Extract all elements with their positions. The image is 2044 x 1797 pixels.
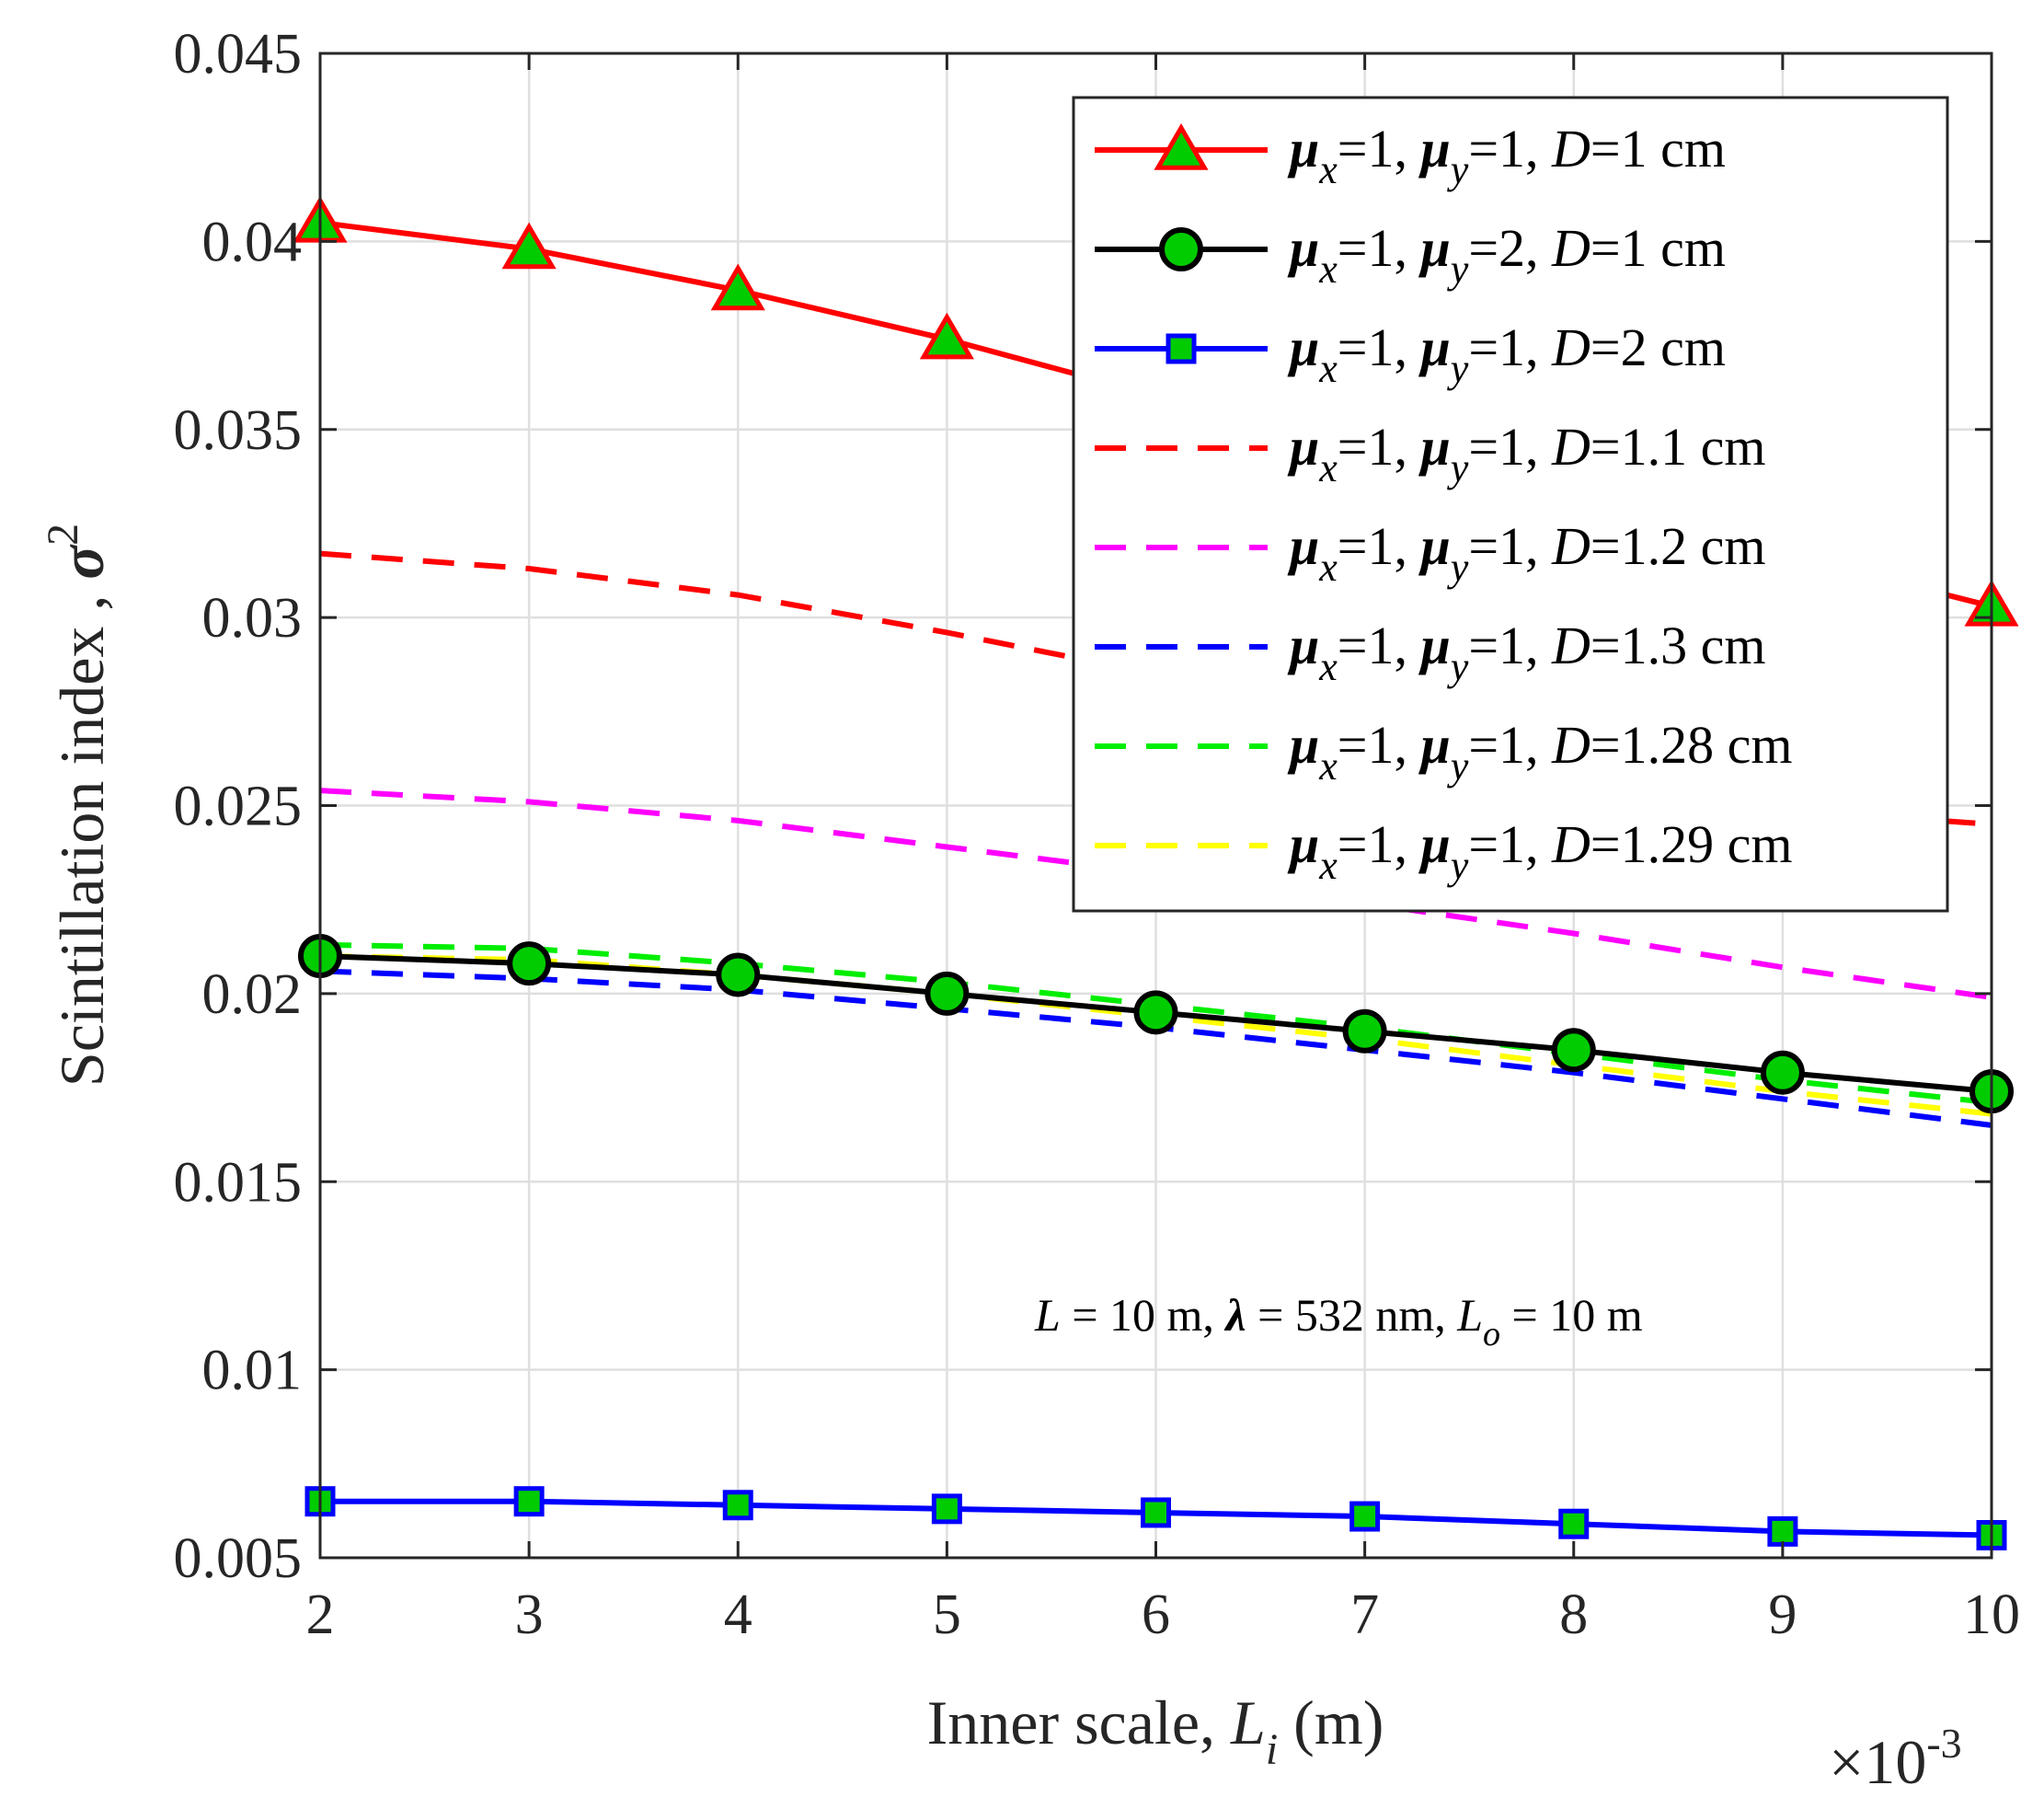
legend-label: μx=1, μy=2, D=1 cm (1287, 218, 1726, 292)
data-point-marker (722, 1490, 753, 1521)
y-tick-label: 0.005 (174, 1527, 303, 1590)
legend-label: μx=1, μy=1, D=1.3 cm (1287, 616, 1766, 689)
legend-label: μx=1, μy=1, D=1.2 cm (1287, 516, 1766, 590)
x-tick-label: 6 (1142, 1584, 1170, 1646)
y-tick-label: 0.025 (174, 776, 303, 838)
x-axis-multiplier: ×10-3 (1829, 1720, 1962, 1797)
x-tick-label: 10 (1963, 1584, 2020, 1646)
y-tick-label: 0.01 (202, 1340, 303, 1402)
x-tick-label: 9 (1768, 1584, 1797, 1646)
legend-label: μx=1, μy=1, D=2 cm (1287, 317, 1726, 391)
legend-marker (1166, 333, 1197, 364)
data-point-marker (513, 1486, 545, 1517)
x-tick-label: 5 (933, 1584, 961, 1646)
data-point-marker (1349, 1501, 1381, 1532)
data-point-marker (1558, 1508, 1590, 1539)
x-tick-label: 7 (1350, 1584, 1379, 1646)
y-tick-label: 0.035 (174, 399, 303, 462)
y-tick-label: 0.04 (202, 211, 303, 273)
x-tick-label: 8 (1559, 1584, 1588, 1646)
data-point-marker (507, 941, 552, 986)
data-point-marker (1133, 990, 1178, 1035)
y-tick-label: 0.03 (202, 587, 303, 650)
data-point-marker (1342, 1008, 1387, 1054)
axis-ticks: 2 3 4 5 6 7 8 9 10 0.005 0.01 0.015 0.02 0.025 0.03 0.0… (174, 23, 2021, 1646)
data-point-marker (710, 263, 765, 311)
data-point-marker (501, 222, 557, 270)
data-point-marker (716, 952, 761, 997)
x-tick-label: 3 (515, 1584, 544, 1646)
data-point-marker (1760, 1050, 1805, 1095)
data-point-marker (1767, 1515, 1798, 1547)
y-axis-title: Scintillation index , σ2 (39, 524, 117, 1087)
legend-label: μx=1, μy=1, D=1 cm (1287, 119, 1726, 192)
annotation-parameters: L = 10 m, λ = 532 nm, Lo = 10 m (1034, 1289, 1643, 1354)
legend-label: μx=1, μy=1, D=1.29 cm (1287, 814, 1793, 888)
legend-label: μx=1, μy=1, D=1.1 cm (1287, 417, 1766, 490)
y-tick-label: 0.015 (174, 1151, 303, 1214)
x-tick-label: 2 (306, 1584, 335, 1646)
x-tick-label: 4 (724, 1584, 752, 1646)
data-point-marker (1141, 1497, 1171, 1528)
data-point-marker (931, 1493, 962, 1525)
legend-box (1072, 96, 1949, 913)
data-point-marker (919, 312, 974, 360)
legend: μx=1, μy=1, D=1 cm μx=1, μy=2, D=1 cm μx=1… (1072, 96, 1949, 913)
y-tick-label: 0.045 (174, 23, 303, 86)
y-tick-label: 0.02 (202, 963, 303, 1026)
legend-label: μx=1, μy=1, D=1.28 cm (1287, 715, 1793, 789)
legend-marker (1154, 123, 1209, 170)
x-axis-title: Inner scale, Li (m) (927, 1688, 1384, 1774)
legend-marker (1159, 227, 1203, 271)
data-point-marker (924, 971, 970, 1016)
data-point-marker (1551, 1028, 1596, 1073)
